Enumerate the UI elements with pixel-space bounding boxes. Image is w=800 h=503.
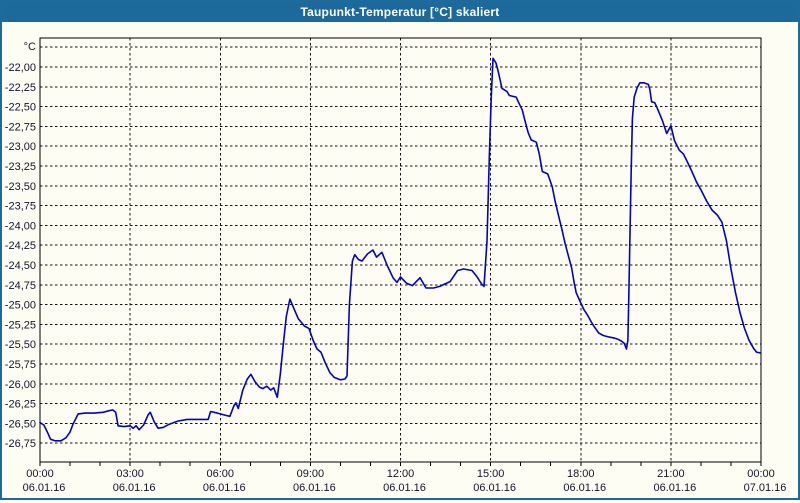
chart-svg: -22,00 -22,25 -22,50 -22,75 -23,00 -23,25 -23,… bbox=[2, 22, 798, 498]
y-tick-label: -25,50 bbox=[5, 339, 36, 351]
x-tick-time-label: 00:00 bbox=[747, 468, 775, 480]
y-tick-label: -25,25 bbox=[5, 319, 36, 331]
x-tick-date-label: 06.01.16 bbox=[23, 482, 66, 494]
y-tick-label: -26,00 bbox=[5, 379, 36, 391]
x-tick-time-label: 03:00 bbox=[116, 468, 144, 480]
chart-area: -22,00 -22,25 -22,50 -22,75 -23,00 -23,25 -23,… bbox=[2, 22, 798, 498]
plot-frame bbox=[39, 37, 762, 463]
window-title: Taupunkt-Temperatur [°C] skaliert bbox=[300, 5, 500, 19]
y-tick-label: -23,50 bbox=[5, 181, 36, 193]
y-tick-label: -24,00 bbox=[5, 220, 36, 232]
x-tick-time-label: 09:00 bbox=[297, 468, 325, 480]
x-tick-date-label: 06.01.16 bbox=[563, 482, 606, 494]
x-tick-time-label: 00:00 bbox=[26, 468, 54, 480]
x-tick-date-label: 06.01.16 bbox=[383, 482, 426, 494]
y-tick-label: -22,00 bbox=[5, 62, 36, 74]
y-tick-label: -22,50 bbox=[5, 102, 36, 114]
y-tick-label: -23,75 bbox=[5, 201, 36, 213]
y-tick-label: -25,75 bbox=[5, 359, 36, 371]
x-tick-date-label: 06.01.16 bbox=[113, 482, 156, 494]
y-tick-label: -24,25 bbox=[5, 240, 36, 252]
x-tick-date-label: 07.01.16 bbox=[744, 482, 787, 494]
title-bar: Taupunkt-Temperatur [°C] skaliert bbox=[2, 2, 798, 22]
y-tick-label: -22,75 bbox=[5, 121, 36, 133]
y-tick-label: -26,75 bbox=[5, 438, 36, 450]
temperature-curve bbox=[39, 57, 761, 442]
x-tick-date-label: 06.01.16 bbox=[293, 482, 336, 494]
x-tick-time-label: 21:00 bbox=[657, 468, 685, 480]
x-tick-time-label: 15:00 bbox=[477, 468, 505, 480]
y-tick-label: -26,25 bbox=[5, 399, 36, 411]
y-tick-label: -26,50 bbox=[5, 418, 36, 430]
x-tick-time-label: 12:00 bbox=[387, 468, 415, 480]
x-tick-date-label: 06.01.16 bbox=[653, 482, 696, 494]
y-tick-label: -24,75 bbox=[5, 280, 36, 292]
x-tick-time-label: 06:00 bbox=[206, 468, 234, 480]
y-tick-label: -23,00 bbox=[5, 141, 36, 153]
x-tick-time-label: 18:00 bbox=[567, 468, 595, 480]
y-axis-unit-label: °C bbox=[24, 41, 36, 53]
y-tick-label: -23,25 bbox=[5, 161, 36, 173]
y-tick-label: -25,00 bbox=[5, 300, 36, 312]
y-tick-label: -24,50 bbox=[5, 260, 36, 272]
x-tick-date-label: 06.01.16 bbox=[473, 482, 516, 494]
x-tick-date-label: 06.01.16 bbox=[203, 482, 246, 494]
y-tick-label: -22,25 bbox=[5, 82, 36, 94]
